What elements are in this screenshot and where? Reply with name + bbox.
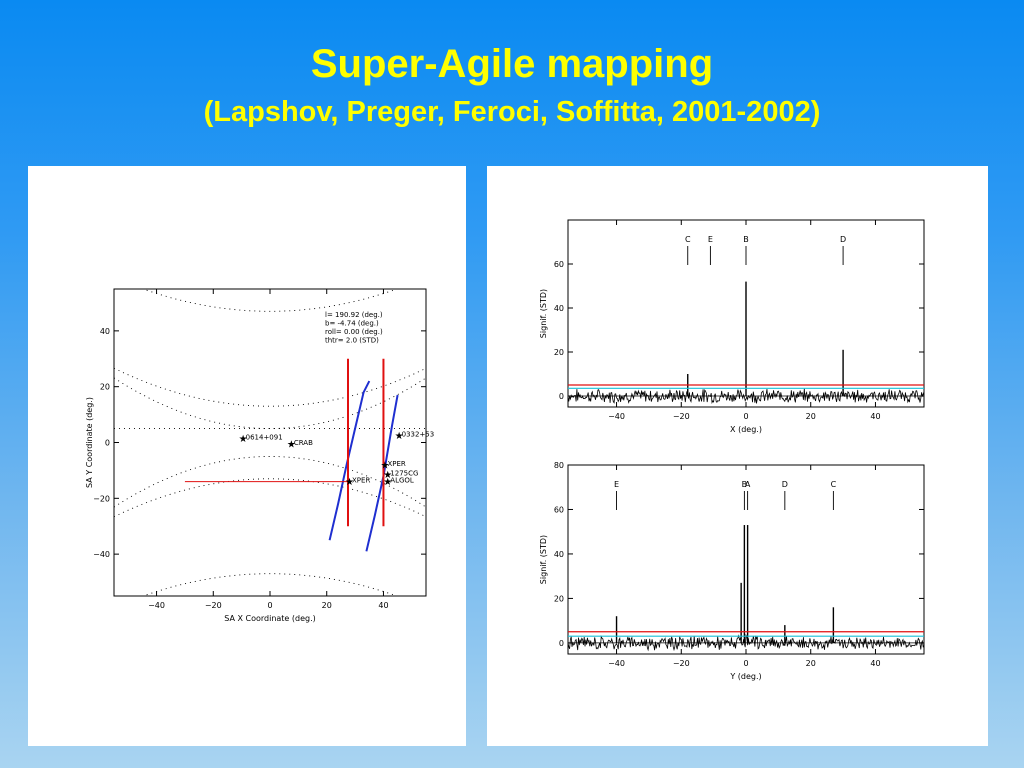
sky-map-source-marker: ★	[287, 439, 296, 450]
y-profile-source-marker-label: D	[782, 480, 788, 489]
x-profile-x-tick-label: 40	[870, 412, 880, 421]
y-profile-source-marker-label: B	[742, 480, 748, 489]
sky-map-y-tick-label: −20	[93, 494, 110, 503]
sky-map-y-tick-label: 40	[100, 327, 110, 336]
sky-map-source-label: 0332+53	[402, 431, 435, 439]
y-profile-y-tick-label: 20	[554, 594, 564, 603]
sky-map-y-axis-label: SA Y Coordinate (deg.)	[85, 397, 94, 488]
sky-map-contour	[114, 367, 426, 407]
y-profile-x-tick-label: 0	[743, 659, 748, 668]
y-profile-x-tick-label: −20	[673, 659, 690, 668]
x-profile-source-marker-label: D	[840, 235, 846, 244]
sky-map-x-tick-label: 20	[322, 601, 332, 610]
sky-map-chart: −40 −20 0 20 40 −40 −20 0 20 40 SA X Coordinate (d…	[85, 288, 435, 623]
x-profile-source-marker-label: B	[743, 235, 749, 244]
sky-map-y-tick-label: 0	[105, 439, 110, 448]
sky-map-x-tick-label: 40	[378, 601, 388, 610]
x-profile-y-tick-label: 20	[554, 348, 564, 357]
x-profile-x-axis-label: X (deg.)	[730, 425, 762, 434]
y-profile-y-tick-label: 0	[559, 639, 564, 648]
y-profile-source-marker-label: E	[614, 480, 619, 489]
x-profile-x-tick-label: −20	[673, 412, 690, 421]
y-profile-plot-frame	[567, 464, 925, 655]
y-profile-x-axis-label: Y (deg.)	[729, 672, 761, 681]
sky-map-x-tick-label: −40	[148, 601, 165, 610]
sky-map-info-line: l= 190.92 (deg.)	[325, 311, 383, 319]
sky-map-y-tick-label: 20	[100, 383, 110, 392]
x-profile-y-axis-label: Signif. (STD)	[539, 289, 548, 338]
sky-map-x-tick-label: −20	[205, 601, 222, 610]
sky-map-source-label: XPER	[352, 477, 370, 485]
sky-map-info-line: b= -4.74 (deg.)	[325, 320, 379, 328]
x-profile-noise-trace	[567, 388, 925, 404]
x-profile-source-marker-label: C	[685, 235, 691, 244]
sky-map-source-marker: ★	[239, 434, 248, 445]
sky-map-blue-arc	[328, 380, 371, 541]
x-profile-x-tick-label: −40	[608, 412, 625, 421]
sky-map-source-marker: ★	[345, 477, 354, 488]
profiles-chart: −40 −20 0 20 40 0 20 40 60 X (deg.) Signif. (STD) C…	[539, 219, 925, 681]
sky-map-contours	[114, 289, 426, 596]
sky-map-source-marker: ★	[383, 470, 392, 481]
sky-map-contour	[141, 573, 399, 596]
y-profile-noise-trace	[567, 633, 925, 652]
y-profile-y-tick-label: 80	[554, 461, 564, 470]
sky-map-source-label: ALGOL	[390, 477, 414, 485]
slide-title: Super-Agile mapping	[310, 42, 714, 86]
sky-map-y-tick-label: −40	[93, 550, 110, 559]
sky-map-source-label: 0614+091	[246, 433, 283, 441]
y-profile-x-tick-label: 40	[870, 659, 880, 668]
sky-map-contour	[114, 377, 426, 429]
y-profile-y-tick-label: 40	[554, 550, 564, 559]
sky-map-source-label: 1275CG	[390, 470, 418, 478]
x-profile-x-tick-label: 20	[806, 412, 816, 421]
sky-map-source-label: XPER	[387, 460, 405, 468]
x-profile-source-marker-label: E	[708, 235, 713, 244]
sky-map-contour	[141, 289, 399, 312]
sky-map-info-line: roll= 0.00 (deg.)	[325, 328, 383, 336]
y-profile-x-tick-label: 20	[806, 659, 816, 668]
sky-map-x-tick-label: 0	[267, 601, 272, 610]
sky-map-info-line: thtr= 2.0 (STD)	[325, 337, 379, 345]
x-profile-x-tick-label: 0	[743, 412, 748, 421]
x-profile-y-tick-label: 60	[554, 260, 564, 269]
sky-map-source-marker: ★	[380, 460, 389, 471]
profiles-panel: −40 −20 0 20 40 0 20 40 60 X (deg.) Signif. (STD) C…	[487, 166, 988, 746]
sky-map-panel: −40 −20 0 20 40 −40 −20 0 20 40 SA X Coordinate (d…	[28, 166, 466, 746]
sky-map-x-axis-label: SA X Coordinate (deg.)	[224, 614, 316, 623]
y-profile-y-axis-label: Signif. (STD)	[539, 535, 548, 584]
y-profile-y-tick-label: 60	[554, 505, 564, 514]
x-profile-y-tick-label: 40	[554, 304, 564, 313]
x-profile-y-tick-label: 0	[559, 392, 564, 401]
y-profile-source-marker-label: A	[745, 480, 751, 489]
y-profile-x-tick-label: −40	[608, 659, 625, 668]
sky-map-source-marker: ★	[395, 431, 404, 442]
sky-map-source-marker: ★	[383, 477, 392, 488]
slide-subtitle: (Lapshov, Preger, Feroci, Soffitta, 2001…	[203, 96, 821, 128]
y-profile-source-marker-label: C	[831, 480, 837, 489]
sky-map-source-label: CRAB	[294, 439, 313, 447]
